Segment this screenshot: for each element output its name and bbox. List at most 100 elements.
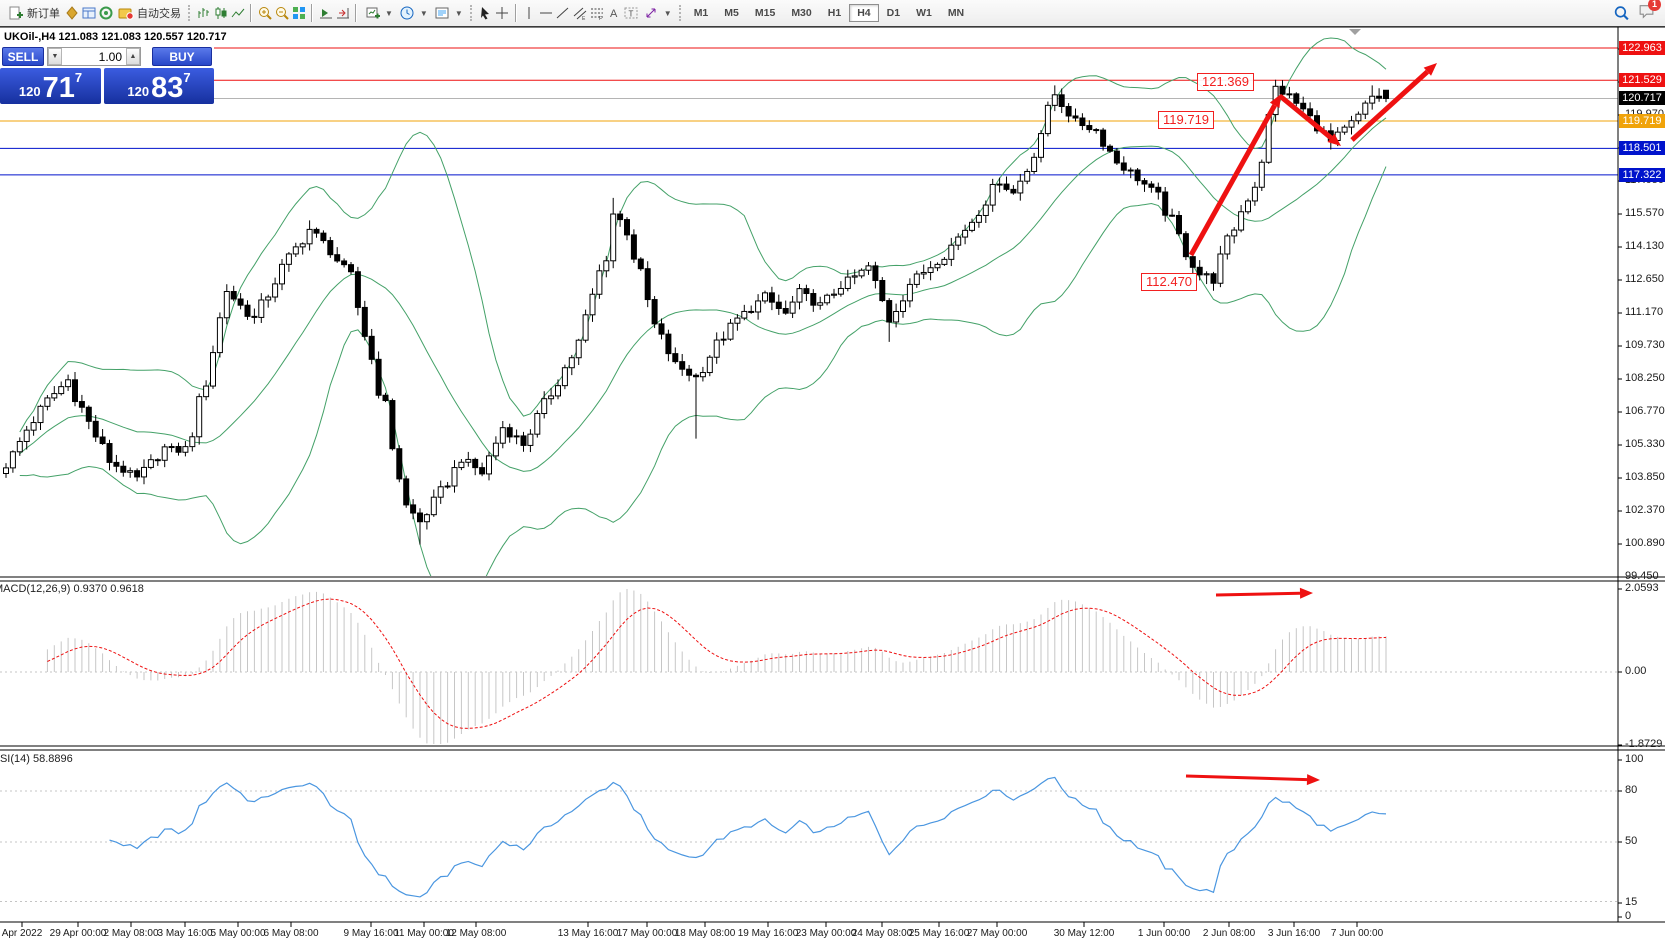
timeframe-button-h1[interactable]: H1 xyxy=(827,7,842,19)
timeframe-button-m1[interactable]: M1 xyxy=(693,7,709,19)
sell-button[interactable]: SELL xyxy=(2,47,44,66)
tile-windows-icon[interactable] xyxy=(290,5,307,22)
trend-arrow xyxy=(1278,94,1333,140)
candle-body xyxy=(58,386,65,395)
candle-body xyxy=(679,361,686,370)
candle-body xyxy=(1113,150,1120,164)
bar-chart-icon[interactable] xyxy=(195,5,212,22)
chart-shift-icon[interactable] xyxy=(334,5,351,22)
candle-body xyxy=(1141,180,1148,185)
autotrading-button[interactable]: 自动交易 xyxy=(114,3,184,24)
candle-body xyxy=(975,214,982,223)
equidistant-channel-icon[interactable]: E xyxy=(572,5,589,22)
new-chart-button[interactable]: ▼ xyxy=(361,3,396,24)
chevron-down-icon: ▼ xyxy=(385,8,393,18)
notifications-button[interactable]: 1 xyxy=(1638,0,1661,24)
candle-body xyxy=(872,265,879,282)
candle-body xyxy=(1376,95,1383,99)
shapes-button[interactable]: ▼ xyxy=(640,3,675,24)
candle-body xyxy=(78,401,85,408)
candle-body xyxy=(1031,156,1038,172)
vertical-line-icon[interactable] xyxy=(521,5,538,22)
candle-body xyxy=(361,306,368,337)
macd-signal-line xyxy=(47,598,1387,729)
market-watch-icon[interactable] xyxy=(63,5,80,22)
candle-body xyxy=(920,271,927,275)
candle-body xyxy=(30,422,37,431)
candle-body xyxy=(913,273,920,285)
auto-scroll-icon[interactable] xyxy=(317,5,334,22)
trendline-icon[interactable] xyxy=(555,5,572,22)
zoom-in-icon[interactable] xyxy=(256,5,273,22)
candle-body xyxy=(934,263,941,269)
zoom-out-icon[interactable] xyxy=(273,5,290,22)
candle-body xyxy=(127,470,134,473)
volume-decrease-button[interactable]: ▼ xyxy=(48,48,62,65)
candle-body xyxy=(1051,94,1058,106)
text-label-icon[interactable]: T xyxy=(623,5,640,22)
horizontal-line-icon[interactable] xyxy=(538,5,555,22)
candle-body xyxy=(417,512,423,523)
line-chart-icon[interactable] xyxy=(229,5,246,22)
new-chart-icon xyxy=(364,5,381,22)
templates-button[interactable]: ▼ xyxy=(431,3,466,24)
timeframe-button-h4[interactable]: H4 xyxy=(849,4,879,22)
timeframe-button-m15[interactable]: M15 xyxy=(754,7,776,19)
candle-body xyxy=(1176,215,1182,235)
candle-body xyxy=(258,299,265,318)
candle-body xyxy=(955,236,962,246)
cursor-icon[interactable] xyxy=(477,5,494,22)
candle-body xyxy=(555,385,561,397)
navigator-icon[interactable] xyxy=(97,5,114,22)
text-icon[interactable]: A xyxy=(606,5,623,22)
candle-body xyxy=(313,228,320,234)
new-order-button[interactable]: 新订单 xyxy=(4,3,63,24)
candle-body xyxy=(437,486,444,498)
candle-body xyxy=(1100,129,1107,147)
timeframe-button-m5[interactable]: M5 xyxy=(724,7,739,19)
candle-body xyxy=(1134,169,1141,182)
candle-body xyxy=(1258,161,1265,188)
candle-body xyxy=(327,240,334,256)
fibonacci-icon[interactable]: F xyxy=(589,5,606,22)
candle-body xyxy=(927,267,934,273)
candle-body xyxy=(154,459,161,462)
periods-button[interactable]: ▼ xyxy=(396,3,431,24)
candle-body xyxy=(1120,162,1127,171)
candle-body xyxy=(1307,108,1314,117)
buy-button[interactable]: BUY xyxy=(152,47,212,66)
candlestick-chart-icon[interactable] xyxy=(212,5,229,22)
crosshair-icon[interactable] xyxy=(494,5,511,22)
price-annotation[interactable]: 119.719 xyxy=(1158,111,1215,129)
price-annotation[interactable]: 112.470 xyxy=(1141,273,1198,291)
macd-indicator-label: MACD(12,26,9) 0.9370 0.9618 xyxy=(0,583,144,595)
timeframe-button-m30[interactable]: M30 xyxy=(791,7,812,19)
candle-body xyxy=(762,292,768,302)
buy-price-display[interactable]: 120 83 7 xyxy=(104,68,214,104)
candle-body xyxy=(196,396,203,438)
candle-body xyxy=(1348,120,1355,128)
chevron-down-icon: ▼ xyxy=(454,8,463,18)
candle-body xyxy=(1189,256,1196,268)
trend-arrow xyxy=(1350,69,1430,142)
candle-body xyxy=(886,300,893,323)
candle-body xyxy=(161,446,168,461)
timeframe-button-mn[interactable]: MN xyxy=(947,7,965,19)
data-window-icon[interactable] xyxy=(80,5,97,22)
volume-input[interactable] xyxy=(62,48,126,65)
bollinger-band-line xyxy=(19,37,1387,433)
candle-body xyxy=(541,398,548,415)
timeframe-button-w1[interactable]: W1 xyxy=(916,7,932,19)
search-icon[interactable] xyxy=(1613,5,1630,22)
chart-title: UKOil-,H4 121.083 121.083 120.557 120.71… xyxy=(4,31,227,43)
trend-arrow xyxy=(1188,104,1277,257)
price-annotation[interactable]: 121.369 xyxy=(1197,73,1254,91)
sell-price-display[interactable]: 120 71 7 xyxy=(0,68,101,104)
candle-body xyxy=(292,246,299,255)
candle-body xyxy=(686,368,693,376)
timeframe-button-d1[interactable]: D1 xyxy=(886,7,901,19)
volume-increase-button[interactable]: ▲ xyxy=(126,48,140,65)
candle-body xyxy=(996,183,1003,186)
candle-body xyxy=(513,435,520,438)
